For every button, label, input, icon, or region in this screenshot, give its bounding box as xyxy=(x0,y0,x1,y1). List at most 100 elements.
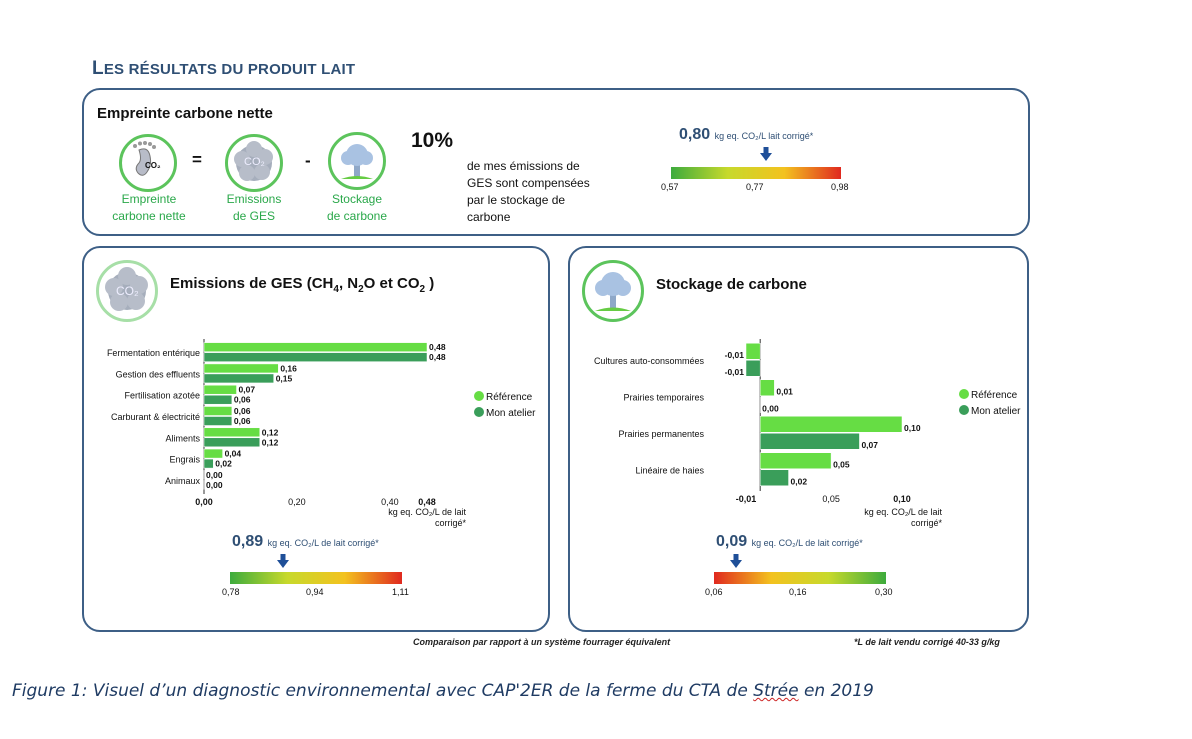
top-gauge-number: 0,80 xyxy=(679,126,711,143)
category-label-prairies-permanentes: Prairies permanentes xyxy=(618,429,704,439)
data-label-mon-atelier-animaux: 0,00 xyxy=(206,480,223,490)
ges-gauge-number: 0,89 xyxy=(232,533,264,550)
footprint-label: Empreinte carbone nette xyxy=(104,191,194,225)
ges-title-sub2: 2 xyxy=(358,284,364,295)
bar-reference-carburant-electricite xyxy=(203,406,233,416)
bar-reference-fertilisation-azotee xyxy=(203,384,237,395)
storage-axis-unit-line2: corrigé* xyxy=(910,518,942,528)
category-label-cultures-auto-consommees: Cultures auto-consommées xyxy=(594,356,705,366)
storage-chart-title: Stockage de carbone xyxy=(656,276,807,293)
category-label-animaux: Animaux xyxy=(165,476,201,486)
x-tick-label-0-48: 0,48 xyxy=(418,497,436,507)
equals-sign: = xyxy=(192,150,202,169)
bar-reference-cultures-auto-consommees xyxy=(745,343,761,360)
storage-label: Stockage de carbone xyxy=(312,191,402,225)
category-label-aliments: Aliments xyxy=(165,433,200,443)
data-label-reference-fermentation-enterique: 0,48 xyxy=(429,342,446,352)
ges-gauge-tick-min: 0,78 xyxy=(222,587,240,597)
co2-cloud-icon: CO₂ xyxy=(225,134,283,192)
figure-caption-end: en 2019 xyxy=(798,681,874,701)
emissions-label-line1: Emissions xyxy=(226,192,282,206)
bar-mon-atelier-fermentation-enterique xyxy=(203,352,428,362)
storage-bar-chart: Cultures auto-consommées -0,01 -0,01 Prairi… xyxy=(594,339,921,504)
compensation-percent: 10% xyxy=(411,129,454,152)
footprint-label-line2: carbone nette xyxy=(112,209,186,223)
compensation-text-line1: de mes émissions de xyxy=(467,159,580,173)
storage-axis-unit-line1: kg eq. CO₂/L de lait xyxy=(864,507,942,517)
bar-mon-atelier-cultures-auto-consommees xyxy=(745,360,761,377)
bar-mon-atelier-engrais xyxy=(203,458,214,469)
category-label-lineaire-de-haies: Linéaire de haies xyxy=(635,465,704,475)
bar-mon-atelier-lineaire-de-haies xyxy=(759,469,789,486)
compensation-text-line2: GES sont compensées xyxy=(467,176,590,190)
data-label-mon-atelier-cultures-auto-consommees: -0,01 xyxy=(725,367,745,377)
data-label-reference-fertilisation-azotee: 0,07 xyxy=(239,385,256,395)
top-gauge-tick-mid: 0,77 xyxy=(746,182,764,192)
section-title-initial: L xyxy=(92,58,104,79)
ges-title-part3: O et CO xyxy=(363,275,420,292)
bar-reference-gestion-des-effluents xyxy=(203,363,279,374)
category-label-fermentation-enterique: Fermentation entérique xyxy=(107,348,200,358)
comparison-footnote: Comparaison par rapport à un système fou… xyxy=(413,637,671,647)
category-label-engrais: Engrais xyxy=(169,455,200,465)
top-gauge-tick-min: 0,57 xyxy=(661,182,679,192)
bar-mon-atelier-gestion-des-effluents xyxy=(203,373,274,384)
data-label-mon-atelier-carburant-electricite: 0,06 xyxy=(234,416,251,426)
carbon-storage-panel: Stockage de carbone Cultures auto-consom… xyxy=(568,246,1029,632)
data-label-reference-engrais: 0,04 xyxy=(225,449,242,459)
ges-title-part4: ) xyxy=(425,275,435,292)
co2-cloud-glyph: CO₂ xyxy=(244,156,265,168)
storage-gauge-arrow-icon xyxy=(729,554,742,573)
figure-caption: Figure 1: Visuel d’un diagnostic environ… xyxy=(12,681,874,701)
data-label-mon-atelier-prairies-temporaires: 0,00 xyxy=(762,403,779,413)
data-label-reference-gestion-des-effluents: 0,16 xyxy=(280,363,297,373)
ges-title-sub1: 4 xyxy=(333,284,339,295)
storage-gauge-tick-mid: 0,16 xyxy=(789,587,807,597)
minus-sign: - xyxy=(305,151,311,170)
ges-title-sub3: 2 xyxy=(419,284,426,295)
footprint-label-line1: Empreinte xyxy=(121,192,177,206)
ges-gauge-arrow-icon xyxy=(277,554,290,573)
footprint-co2-icon: CO₂ xyxy=(119,134,177,192)
ges-gauge-bar xyxy=(230,572,402,584)
x-tick-label-0-05: 0,05 xyxy=(822,494,840,504)
storage-gauge-tick-max: 0,30 xyxy=(875,587,893,597)
tree-icon xyxy=(328,132,386,190)
ges-legend-atelier: Mon atelier xyxy=(474,407,535,419)
section-title-rest: ES RÉSULTATS DU PRODUIT LAIT xyxy=(103,61,356,78)
ges-legend-reference: Référence xyxy=(474,391,532,403)
top-gauge-arrow-icon xyxy=(760,147,773,166)
top-gauge-tick-max: 0,98 xyxy=(831,182,849,192)
bar-reference-fermentation-enterique xyxy=(203,342,428,352)
ges-gauge-tick-max: 1,11 xyxy=(392,587,409,597)
category-label-carburant-electricite: Carburant & électricité xyxy=(111,412,200,422)
storage-label-line1: Stockage xyxy=(331,192,383,206)
bar-reference-prairies-temporaires xyxy=(759,379,775,396)
ges-gauge-unit: kg eq. CO₂/L de lait corrigé* xyxy=(267,538,379,548)
category-label-prairies-temporaires: Prairies temporaires xyxy=(623,392,704,402)
co2-cloud-icon: CO₂ xyxy=(96,260,158,322)
legend-atelier-swatch xyxy=(474,407,484,417)
storage-legend-reference-label: Référence xyxy=(971,390,1018,401)
legend-reference-swatch xyxy=(474,391,484,401)
storage-legend-reference: Référence xyxy=(959,389,1017,401)
x-tick-label-0-00: 0,00 xyxy=(195,497,213,507)
data-label-reference-prairies-temporaires: 0,01 xyxy=(776,386,793,396)
top-gauge-unit: kg eq. CO₂/L lait corrigé* xyxy=(714,131,814,141)
bar-mon-atelier-fertilisation-azotee xyxy=(203,394,233,405)
ges-axis-unit-line2: corrigé* xyxy=(434,518,466,528)
compensation-text-line4: carbone xyxy=(467,210,511,224)
data-label-reference-prairies-permanentes: 0,10 xyxy=(904,423,921,433)
data-label-mon-atelier-aliments: 0,12 xyxy=(262,437,279,447)
data-label-mon-atelier-prairies-permanentes: 0,07 xyxy=(861,440,878,450)
storage-gauge-bar xyxy=(714,572,886,584)
bar-reference-aliments xyxy=(203,427,260,438)
ges-emissions-panel: CO₂ Emissions de GES (CH4, N2O et CO2 ) … xyxy=(82,246,550,632)
data-label-mon-atelier-gestion-des-effluents: 0,15 xyxy=(276,373,293,383)
compensation-text: de mes émissions de GES sont compensées … xyxy=(467,158,590,226)
net-footprint-panel: Empreinte carbone nette CO₂ Empreinte ca… xyxy=(82,88,1030,236)
compensation-text-line3: par le stockage de xyxy=(467,193,566,207)
legend-atelier-swatch xyxy=(959,405,969,415)
bar-mon-atelier-prairies-permanentes xyxy=(759,433,860,450)
category-label-gestion-des-effluents: Gestion des effluents xyxy=(116,369,201,379)
